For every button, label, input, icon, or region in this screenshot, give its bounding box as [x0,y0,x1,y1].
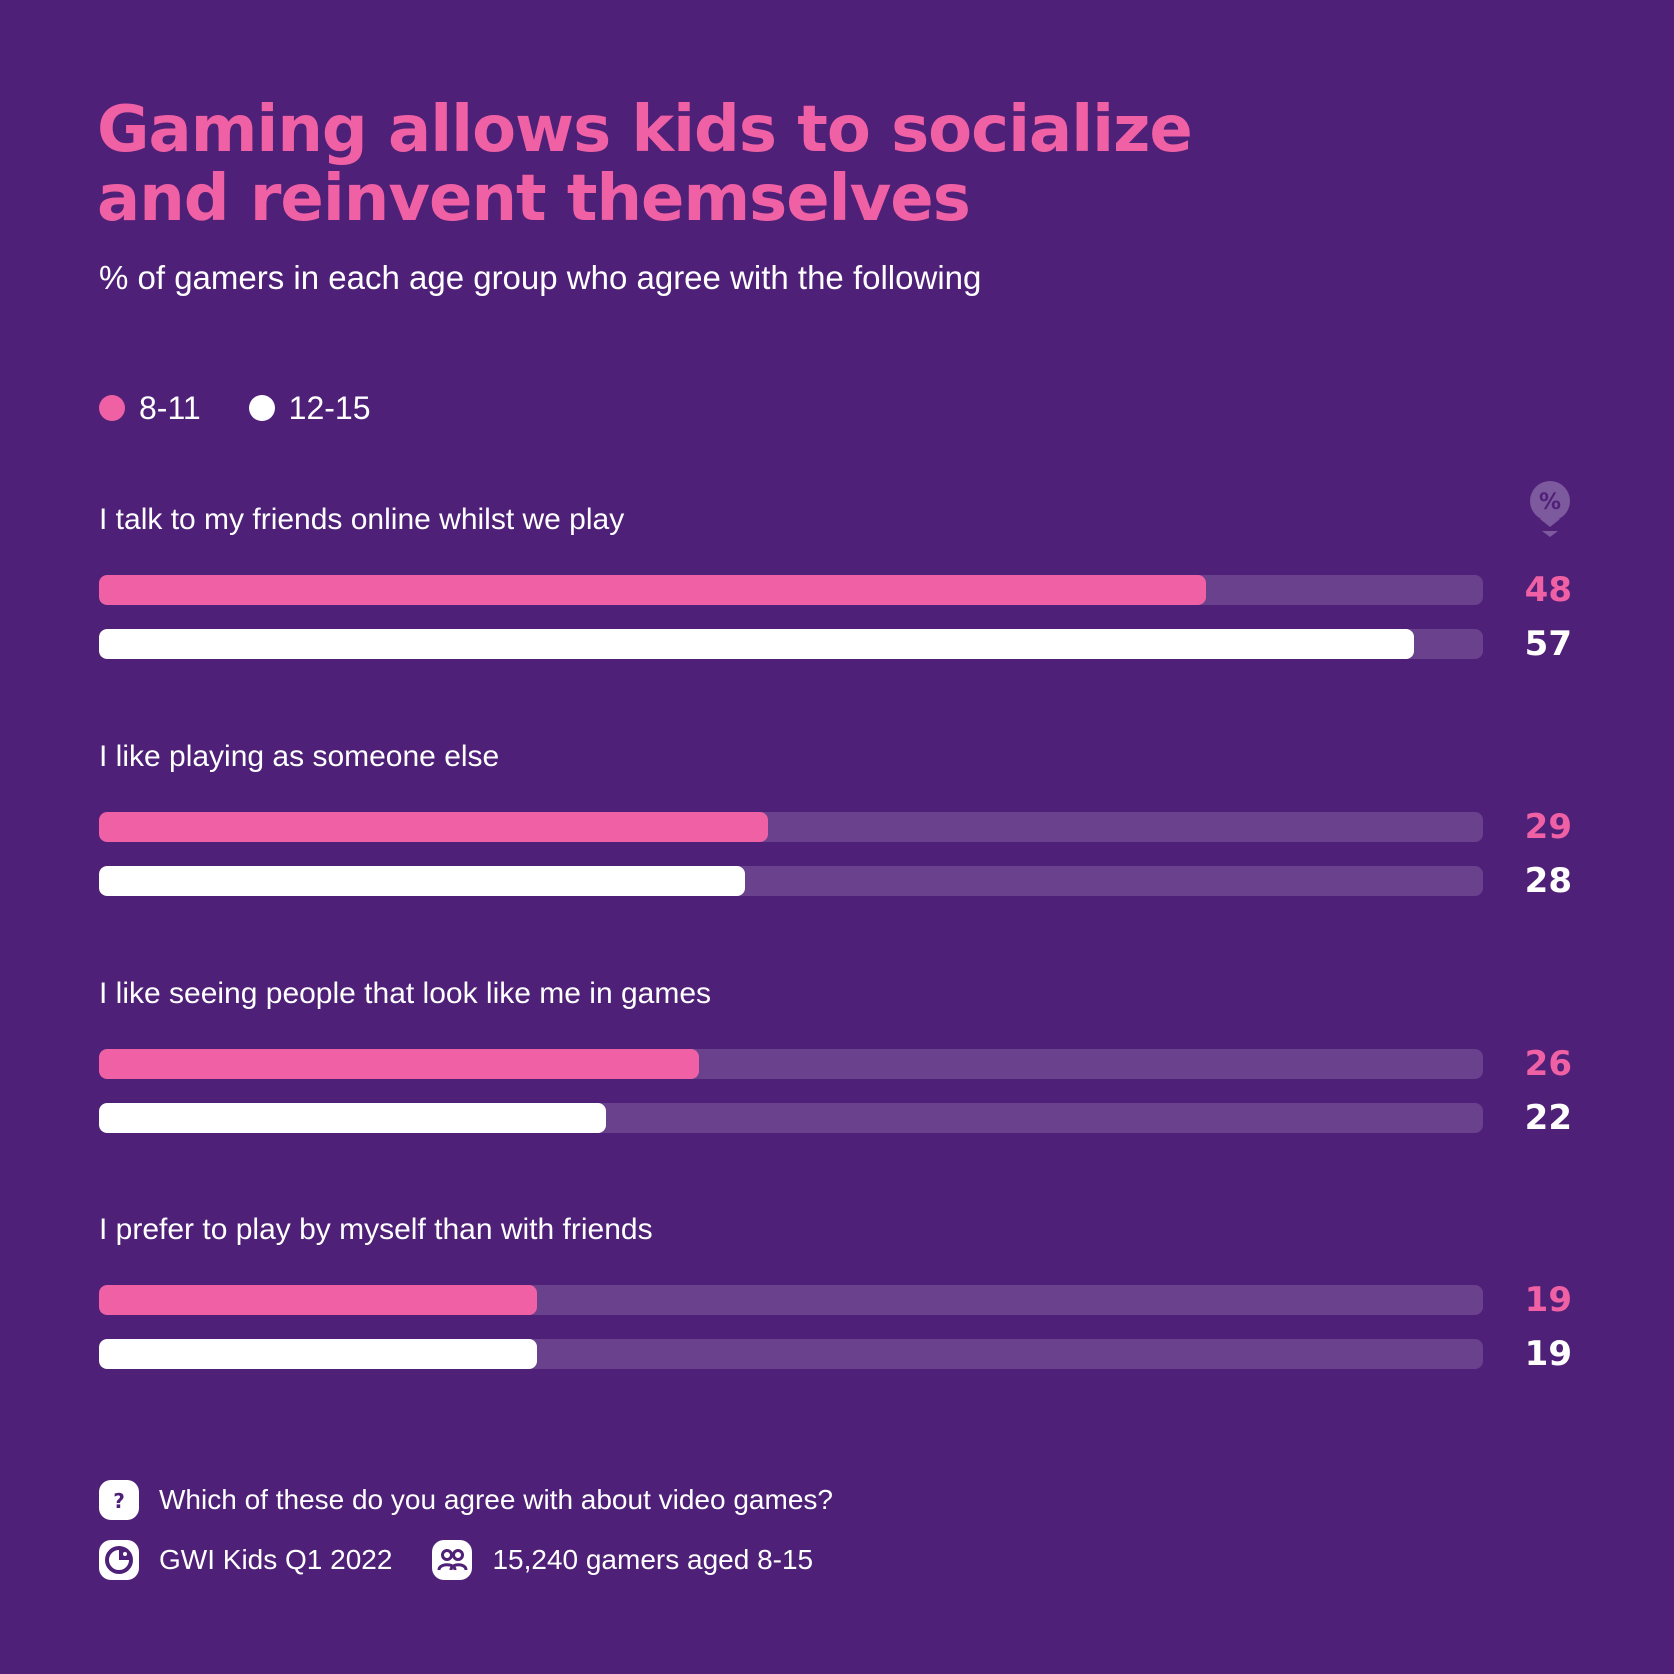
legend-label-8-11: 8-11 [139,390,201,426]
data-label-8-11: 26 [1524,1044,1572,1084]
category-group-4: I prefer to play by myself than with fri… [99,1210,1599,1410]
chart-title-line-1: Gaming allows kids to socialize [97,93,1193,167]
footer-question-row: ? Which of these do you agree with about… [99,1480,833,1520]
audience-size: 15,240 gamers aged 8-15 [492,1544,814,1575]
legend-label-12-15: 12-15 [288,390,371,426]
bar-12-15 [99,866,745,896]
footer-source-row: GWI Kids Q1 2022 15,240 gamers aged 8-15 [99,1540,813,1580]
bar-track [99,812,1483,842]
category-label: I talk to my friends online whilst we pl… [99,503,625,536]
data-label-12-15: 19 [1524,1334,1572,1374]
bar-12-15 [99,629,1414,659]
category-label: I prefer to play by myself than with fri… [99,1213,653,1246]
question-icon: ? [99,1480,139,1520]
data-label-8-11: 19 [1524,1280,1572,1320]
gwi-logo-icon [99,1540,139,1580]
bar-track [99,1103,1483,1133]
data-source: GWI Kids Q1 2022 [159,1544,393,1575]
bar-track [99,866,1483,896]
percent-badge-icon: % [1530,481,1570,537]
legend-swatch-12-15 [248,395,275,421]
data-label-8-11: 48 [1524,570,1572,610]
data-label-12-15: 28 [1524,861,1572,901]
chart-subtitle: % of gamers in each age group who agree … [99,259,982,296]
data-label-12-15: 57 [1524,624,1572,664]
legend-item-12-15: 12-15 [248,388,371,428]
svg-text:?: ? [113,1489,125,1513]
bar-track [99,629,1483,659]
legend: 8-11 12-15 [99,388,419,428]
bar-12-15 [99,1103,606,1133]
category-label: I like playing as someone else [99,740,500,773]
legend-swatch-8-11 [99,395,125,421]
chart-title: Gaming allows kids to socialize and rein… [97,96,1297,234]
bar-track [99,1049,1483,1079]
bar-8-11 [99,575,1206,605]
bar-8-11 [99,812,768,842]
legend-item-8-11: 8-11 [99,388,201,428]
people-icon [432,1540,473,1580]
bar-8-11 [99,1285,537,1315]
category-label: I like seeing people that look like me i… [99,977,712,1010]
percent-badge-label: % [1539,490,1561,515]
bar-8-11 [99,1049,699,1079]
data-label-12-15: 22 [1524,1098,1572,1138]
bar-track [99,575,1483,605]
data-label-8-11: 29 [1524,807,1572,847]
category-group-2: I like playing as someone else 29 28 [99,737,1599,937]
bar-12-15 [99,1339,537,1369]
survey-question: Which of these do you agree with about v… [159,1484,833,1515]
bar-track [99,1285,1483,1315]
category-group-3: I like seeing people that look like me i… [99,974,1599,1174]
category-group-1: I talk to my friends online whilst we pl… [99,500,1599,700]
bar-track [99,1339,1483,1369]
chart-title-line-2: and reinvent themselves [97,162,971,236]
